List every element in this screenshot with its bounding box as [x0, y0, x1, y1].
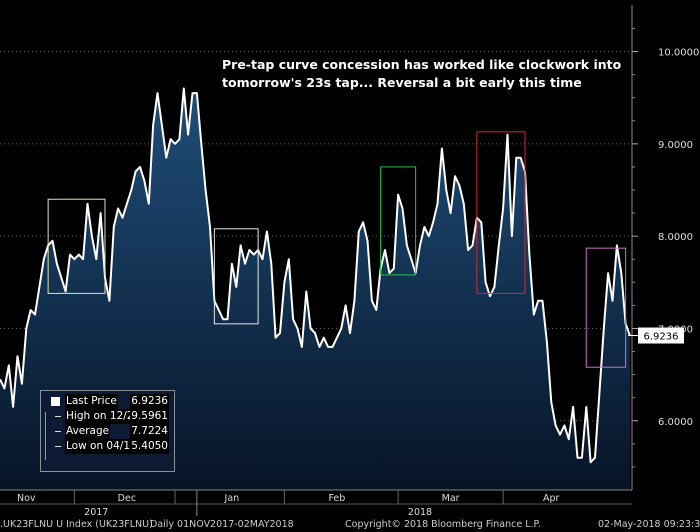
- area-fill: [0, 88, 630, 490]
- x-tick-label: Mar: [442, 493, 460, 504]
- legend-tick: [55, 416, 61, 417]
- y-tick-label: 10.0000: [658, 48, 699, 59]
- y-tick-label: 6.0000: [658, 417, 693, 428]
- x-tick-label: Jan: [224, 493, 240, 504]
- x-tick-label: Apr: [543, 493, 560, 504]
- footer-copyright: Copyright© 2018 Bloomberg Finance L.P.: [345, 519, 541, 530]
- x-tick-label: Dec: [118, 493, 136, 504]
- legend: Last Price 6.9236 High on 12/27/17 9.596…: [40, 390, 175, 472]
- footer-ticker: .UK23FLNU U Index (UK23FLNU): [0, 519, 153, 530]
- legend-tick: [55, 431, 61, 432]
- last-value-box: [638, 327, 684, 344]
- footer-range: Daily 01NOV2017-02MAY2018: [150, 519, 294, 530]
- highlight-box: [380, 166, 417, 276]
- legend-value: 6.9236: [130, 394, 169, 409]
- x-year-label: 2017: [84, 507, 108, 518]
- x-year-label: 2018: [408, 507, 432, 518]
- legend-row-low: Low on 04/18/18 5.4050: [41, 439, 174, 454]
- legend-row-last-price: Last Price 6.9236: [41, 394, 174, 409]
- highlight-box: [47, 198, 106, 294]
- legend-label: Last Price: [65, 394, 118, 409]
- annotation-line-2: tomorrow's 23s tap... Reversal a bit ear…: [222, 75, 582, 90]
- footer-timestamp: 02-May-2018 09:23:39: [598, 519, 700, 530]
- axes: 10.00009.00008.00007.00006.00006.9236Nov…: [0, 5, 699, 518]
- annotation-line-1: Pre-tap curve concession has worked like…: [222, 57, 622, 72]
- highlight-box: [213, 228, 259, 325]
- footer-bar: .UK23FLNU U Index (UK23FLNU) Daily 01NOV…: [0, 517, 700, 532]
- legend-label: Average: [65, 424, 111, 439]
- x-tick-label: Feb: [328, 493, 345, 504]
- highlight-box: [585, 247, 627, 368]
- legend-spine: [45, 412, 46, 460]
- last-value-label: 6.9236: [644, 332, 679, 343]
- legend-tick: [55, 446, 61, 447]
- legend-value: 5.4050: [130, 439, 169, 454]
- plot-series: [0, 87, 631, 490]
- x-tick-label: Nov: [17, 493, 36, 504]
- highlight-box: [476, 131, 526, 294]
- legend-value: 9.5961: [130, 409, 169, 424]
- legend-row-high: High on 12/27/17 9.5961: [41, 409, 174, 424]
- legend-row-average: Average 7.7224: [41, 424, 174, 439]
- legend-swatch: [51, 397, 60, 406]
- y-tick-label: 8.0000: [658, 232, 693, 243]
- y-tick-label: 9.0000: [658, 140, 693, 151]
- chart-annotation: Pre-tap curve concession has worked like…: [222, 56, 622, 92]
- legend-value: 7.7224: [130, 424, 169, 439]
